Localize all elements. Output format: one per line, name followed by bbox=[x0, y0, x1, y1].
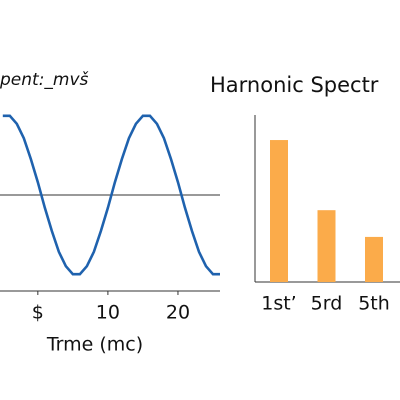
x-tick-label: 10 bbox=[96, 302, 120, 324]
x-tick-label: 20 bbox=[166, 302, 190, 324]
bar bbox=[317, 210, 336, 282]
x-tick-label: $ bbox=[32, 302, 44, 324]
bar bbox=[365, 236, 383, 282]
x-axis-label: Trme (mc) bbox=[46, 334, 143, 356]
x-tick-label: 1st’ bbox=[261, 293, 296, 315]
line-chart-title: pent:_mvš bbox=[0, 70, 89, 90]
line-series bbox=[2, 114, 220, 276]
x-tick-label: 5rd bbox=[311, 293, 343, 315]
bar-chart-title: Harnonic Spectr bbox=[210, 73, 379, 97]
bar bbox=[270, 140, 288, 282]
x-tick-label: 5th bbox=[358, 293, 390, 315]
